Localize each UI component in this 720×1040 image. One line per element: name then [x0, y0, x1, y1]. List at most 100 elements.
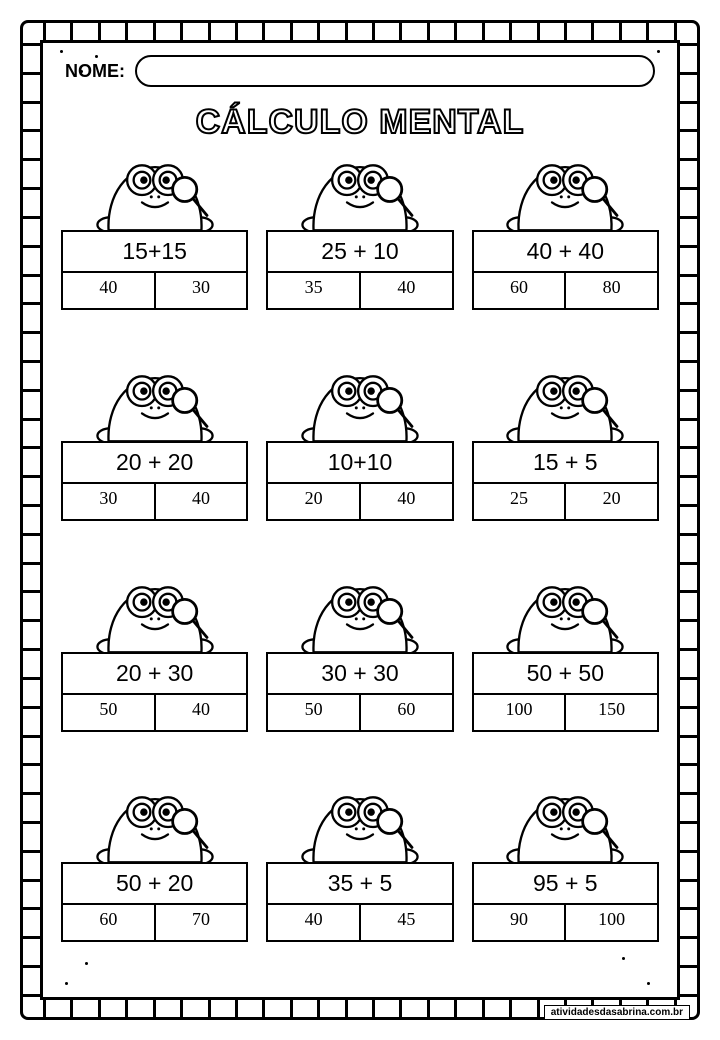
answer-row: 4045	[268, 903, 451, 940]
answer-row: 6070	[63, 903, 246, 940]
mascot-icon	[500, 578, 630, 656]
answer-option-a[interactable]: 30	[63, 484, 154, 519]
answer-option-b[interactable]: 60	[359, 695, 452, 730]
question-box: 15 + 52520	[472, 441, 659, 521]
mascot-wrap	[266, 788, 453, 866]
expression: 50 + 50	[474, 654, 657, 693]
expression: 40 + 40	[474, 232, 657, 271]
question-box: 20 + 305040	[61, 652, 248, 732]
answer-row: 4030	[63, 271, 246, 308]
answer-option-a[interactable]: 60	[474, 273, 565, 308]
mascot-wrap	[472, 156, 659, 234]
question-box: 30 + 305060	[266, 652, 453, 732]
question-box: 50 + 206070	[61, 862, 248, 942]
mascot-icon	[295, 156, 425, 234]
expression: 20 + 30	[63, 654, 246, 693]
problem-card: 15+154030	[61, 156, 248, 353]
question-box: 50 + 50100150	[472, 652, 659, 732]
answer-option-b[interactable]: 40	[154, 695, 247, 730]
problem-card: 50 + 206070	[61, 788, 248, 985]
mascot-icon	[500, 788, 630, 866]
worksheet-page: NOME: CÁLCULO MENTAL	[55, 55, 665, 985]
mascot-wrap	[266, 578, 453, 656]
credit-label: atividadesdasabrina.com.br	[544, 1005, 690, 1020]
problem-card: 25 + 103540	[266, 156, 453, 353]
mascot-icon	[90, 367, 220, 445]
answer-option-b[interactable]: 40	[154, 484, 247, 519]
answer-option-a[interactable]: 20	[268, 484, 359, 519]
answer-option-b[interactable]: 40	[359, 273, 452, 308]
answer-option-a[interactable]: 100	[474, 695, 565, 730]
answer-option-b[interactable]: 80	[564, 273, 657, 308]
answer-row: 2040	[268, 482, 451, 519]
expression: 30 + 30	[268, 654, 451, 693]
mascot-icon	[295, 367, 425, 445]
answer-option-b[interactable]: 100	[564, 905, 657, 940]
mascot-wrap	[472, 578, 659, 656]
expression: 35 + 5	[268, 864, 451, 903]
answer-row: 100150	[474, 693, 657, 730]
answer-option-a[interactable]: 90	[474, 905, 565, 940]
question-box: 35 + 54045	[266, 862, 453, 942]
expression: 20 + 20	[63, 443, 246, 482]
question-box: 10+102040	[266, 441, 453, 521]
answer-option-a[interactable]: 40	[268, 905, 359, 940]
answer-option-b[interactable]: 20	[564, 484, 657, 519]
answer-option-b[interactable]: 45	[359, 905, 452, 940]
answer-option-a[interactable]: 60	[63, 905, 154, 940]
mascot-icon	[500, 156, 630, 234]
question-box: 95 + 590100	[472, 862, 659, 942]
mascot-wrap	[61, 578, 248, 656]
answer-row: 5060	[268, 693, 451, 730]
hatch-left	[23, 43, 41, 997]
expression: 25 + 10	[268, 232, 451, 271]
hatch-top	[43, 23, 677, 41]
answer-option-a[interactable]: 50	[63, 695, 154, 730]
expression: 15+15	[63, 232, 246, 271]
answer-option-a[interactable]: 50	[268, 695, 359, 730]
question-box: 25 + 103540	[266, 230, 453, 310]
page-title: CÁLCULO MENTAL	[55, 103, 665, 142]
answer-option-a[interactable]: 40	[63, 273, 154, 308]
answer-option-b[interactable]: 150	[564, 695, 657, 730]
problem-card: 30 + 305060	[266, 578, 453, 775]
problem-card: 10+102040	[266, 367, 453, 564]
question-box: 20 + 203040	[61, 441, 248, 521]
answer-row: 2520	[474, 482, 657, 519]
expression: 95 + 5	[474, 864, 657, 903]
problem-card: 40 + 406080	[472, 156, 659, 353]
mascot-icon	[90, 578, 220, 656]
mascot-wrap	[61, 156, 248, 234]
answer-option-b[interactable]: 70	[154, 905, 247, 940]
answer-row: 3540	[268, 271, 451, 308]
mascot-wrap	[61, 367, 248, 445]
problem-card: 50 + 50100150	[472, 578, 659, 775]
problem-card: 20 + 305040	[61, 578, 248, 775]
mascot-wrap	[266, 156, 453, 234]
mascot-icon	[295, 788, 425, 866]
question-box: 15+154030	[61, 230, 248, 310]
mascot-icon	[500, 367, 630, 445]
hatch-right	[679, 43, 697, 997]
answer-option-b[interactable]: 30	[154, 273, 247, 308]
answer-row: 6080	[474, 271, 657, 308]
expression: 10+10	[268, 443, 451, 482]
name-row: NOME:	[55, 55, 665, 95]
answer-option-b[interactable]: 40	[359, 484, 452, 519]
answer-option-a[interactable]: 35	[268, 273, 359, 308]
name-label: NOME:	[65, 61, 125, 82]
problem-card: 15 + 52520	[472, 367, 659, 564]
answer-row: 5040	[63, 693, 246, 730]
name-input[interactable]	[135, 55, 655, 87]
answer-option-a[interactable]: 25	[474, 484, 565, 519]
mascot-icon	[90, 156, 220, 234]
expression: 15 + 5	[474, 443, 657, 482]
mascot-icon	[90, 788, 220, 866]
mascot-wrap	[472, 788, 659, 866]
question-box: 40 + 406080	[472, 230, 659, 310]
mascot-wrap	[472, 367, 659, 445]
answer-row: 3040	[63, 482, 246, 519]
problem-card: 35 + 54045	[266, 788, 453, 985]
mascot-wrap	[266, 367, 453, 445]
answer-row: 90100	[474, 903, 657, 940]
